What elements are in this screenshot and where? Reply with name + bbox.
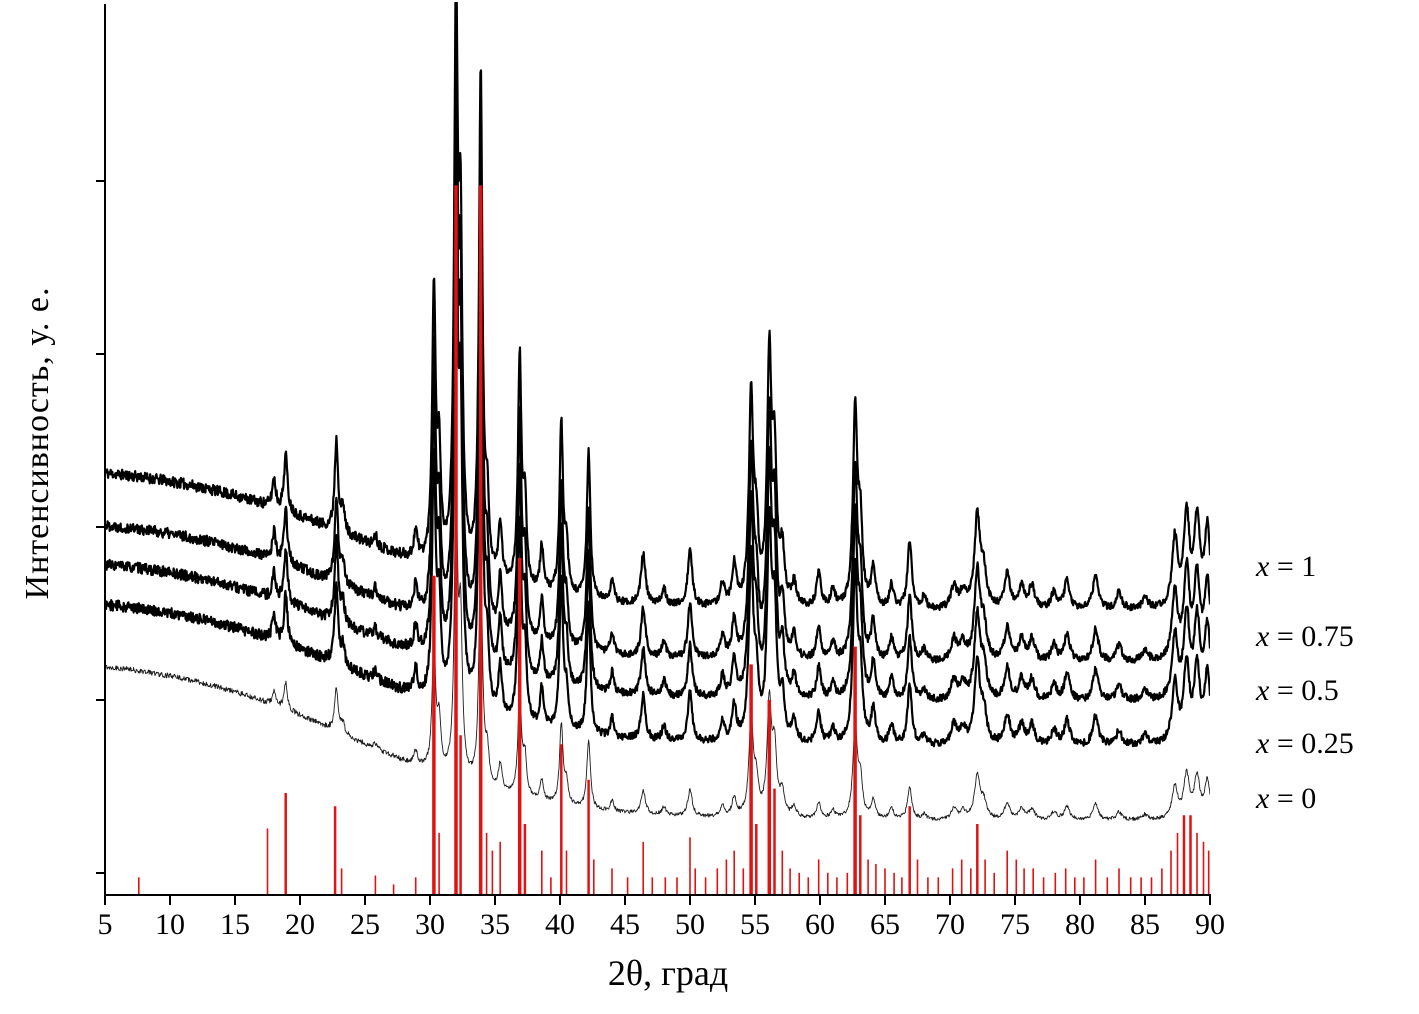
x-tick-label: 20 [285,908,315,941]
curve-x1 [105,2,1210,612]
x-tick-label: 85 [1130,908,1160,941]
x-tick-label: 60 [805,908,835,941]
curve-x0.75 [105,16,1210,664]
x-tick-label: 75 [1000,908,1030,941]
x-tick-label: 35 [480,908,510,941]
x-tick-label: 70 [935,908,965,941]
curve-x0 [105,485,1210,821]
x-tick-label: 90 [1195,908,1225,941]
x-tick-label: 50 [675,908,705,941]
x-tick-label: 80 [1065,908,1095,941]
x-tick-label: 40 [545,908,575,941]
x-tick-labels: 5 10 15 20 25 30 35 40 45 50 55 60 65 70 75 80 85 90 [0,908,1419,950]
curve-x0.25 [105,155,1210,748]
x-tick-label: 45 [610,908,640,941]
x-tick-label: 5 [97,908,113,941]
curve-x0.5 [105,85,1210,703]
x-tick-label: 10 [155,908,185,941]
reference-stick-pattern [138,185,1210,894]
x-axis-label: 2θ, град [607,953,729,993]
axes [96,4,1211,905]
x-tick-label: 30 [415,908,445,941]
x-tick-label: 25 [350,908,380,941]
x-tick-label: 15 [220,908,250,941]
diffraction-curves [105,2,1210,821]
x-tick-label: 55 [740,908,770,941]
y-axis-label: Интенсивность, у. е. [19,286,56,600]
x-tick-label: 65 [870,908,900,941]
